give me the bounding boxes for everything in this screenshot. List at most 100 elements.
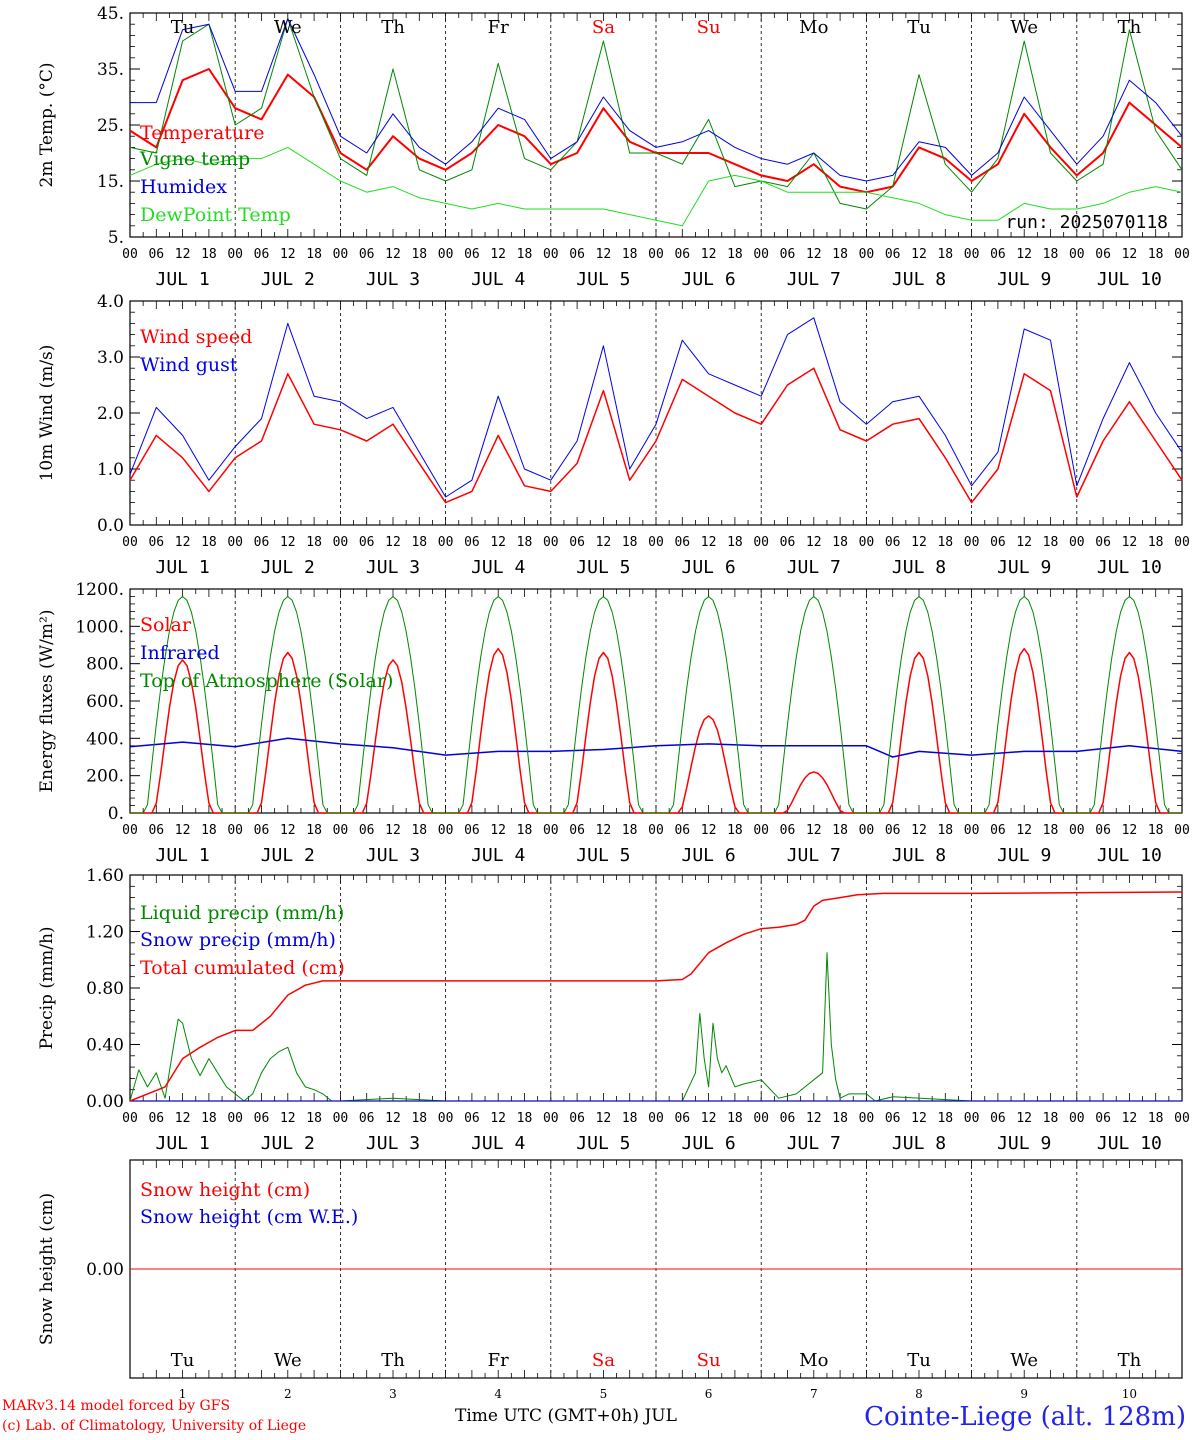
- weekday-label-bottom: Th: [381, 1350, 405, 1371]
- x-hour-label: 06: [464, 535, 480, 550]
- x-hour-label: 12: [596, 247, 612, 262]
- legend-entry: Infrared: [140, 642, 220, 664]
- x-hour-label: 12: [1122, 247, 1138, 262]
- x-day-label: JUL 8: [892, 269, 946, 290]
- x-hour-label: 00: [333, 823, 349, 838]
- x-hour-label: 18: [517, 247, 533, 262]
- legend-entry: Liquid precip (mm/h): [140, 902, 344, 924]
- x-hour-label: 18: [832, 1111, 848, 1126]
- x-hour-label: 06: [464, 1111, 480, 1126]
- weekday-label-top: We: [1010, 17, 1038, 38]
- x-axis-title: Time UTC (GMT+0h) JUL: [455, 1406, 677, 1426]
- x-day-label: JUL 3: [366, 269, 420, 290]
- x-hour-label: 00: [648, 823, 664, 838]
- x-hour-label: 12: [596, 1111, 612, 1126]
- y-tick-label: 4.0: [97, 292, 124, 312]
- x-hour-label: 00: [543, 1111, 559, 1126]
- x-hour-label: 12: [385, 823, 401, 838]
- x-hour-label: 18: [1043, 1111, 1059, 1126]
- y-tick-label: 1000.: [75, 617, 124, 637]
- x-day-label: JUL 4: [471, 845, 525, 866]
- y-tick-label: 1200.: [75, 580, 124, 600]
- x-hour-label: 00: [964, 1111, 980, 1126]
- y-tick-label: 200.: [86, 767, 124, 787]
- x-day-label: JUL 6: [682, 557, 736, 578]
- footer-model-credit: MARv3.14 model forced by GFS: [2, 1398, 231, 1414]
- x-hour-label: 12: [490, 247, 506, 262]
- weekday-label-bottom: Mo: [799, 1350, 828, 1371]
- x-hour-label: 06: [254, 535, 270, 550]
- x-hour-label: 18: [1148, 823, 1164, 838]
- x-hour-label: 00: [753, 247, 769, 262]
- x-hour-label: 12: [280, 247, 296, 262]
- x-hour-label: 12: [1016, 247, 1032, 262]
- x-hour-label: 12: [1122, 1111, 1138, 1126]
- x-day-label: JUL 3: [366, 1133, 420, 1154]
- x-hour-label: 12: [911, 247, 927, 262]
- x-hour-label: 18: [306, 247, 322, 262]
- x-day-label: JUL 7: [787, 1133, 841, 1154]
- x-hour-label: 12: [806, 535, 822, 550]
- y-tick-label: 400.: [86, 729, 124, 749]
- weekday-label-bottom: Sa: [592, 1350, 615, 1371]
- x-hour-label: 00: [543, 247, 559, 262]
- x-day-label: JUL 2: [261, 269, 315, 290]
- x-hour-label: 12: [701, 1111, 717, 1126]
- x-day-label: JUL 9: [997, 845, 1051, 866]
- x-hour-label: 18: [937, 535, 953, 550]
- x-hour-label: 12: [175, 823, 191, 838]
- x-hour-label: 00: [964, 535, 980, 550]
- x-hour-label: 00: [1069, 1111, 1085, 1126]
- x-hour-label: 12: [1122, 823, 1138, 838]
- x-hour-label: 18: [411, 247, 427, 262]
- x-hour-label: 00: [227, 823, 243, 838]
- x-hour-label: 06: [1095, 1111, 1111, 1126]
- x-hour-label: 00: [122, 535, 138, 550]
- x-hour-label: 06: [254, 1111, 270, 1126]
- x-hour-label: 18: [411, 535, 427, 550]
- x-hour-label: 00: [753, 823, 769, 838]
- x-day-label: JUL 8: [892, 845, 946, 866]
- x-hour-label: 00: [122, 823, 138, 838]
- weekday-label-top: Th: [1118, 17, 1142, 38]
- y-tick-label: 1.20: [86, 923, 124, 943]
- x-hour-label: 00: [122, 247, 138, 262]
- x-hour-label: 06: [990, 247, 1006, 262]
- x-hour-label: 18: [622, 247, 638, 262]
- weekday-label-top: Sa: [592, 17, 615, 38]
- y-axis-label: Energy fluxes (W/m²): [37, 610, 57, 793]
- x-hour-label: 18: [727, 823, 743, 838]
- x-hour-label: 18: [622, 1111, 638, 1126]
- x-hour-label: 12: [1016, 1111, 1032, 1126]
- x-hour-label: 06: [464, 247, 480, 262]
- weekday-label-top: Fr: [488, 17, 509, 38]
- x-hour-label: 00: [859, 1111, 875, 1126]
- run-label: run: 2025070118: [1005, 212, 1168, 233]
- x-hour-label: 00: [648, 535, 664, 550]
- x-day-label: JUL 8: [892, 1133, 946, 1154]
- legend-entry: Total cumulated (cm): [140, 957, 345, 979]
- x-hour-label: 00: [964, 823, 980, 838]
- x-hour-label: 18: [622, 823, 638, 838]
- y-tick-label: 0.00: [86, 1092, 124, 1112]
- x-day-label: JUL 4: [471, 269, 525, 290]
- x-hour-label: 12: [806, 823, 822, 838]
- x-hour-label: 18: [832, 247, 848, 262]
- panel-4: 0.00 0.40 0.80 1.20 1.60 Precip (mm/h) Liquid …: [37, 866, 1190, 1154]
- x-hour-label: 06: [885, 1111, 901, 1126]
- x-hour-label: 12: [175, 1111, 191, 1126]
- x-day-label: JUL 9: [997, 557, 1051, 578]
- x-day-label: JUL 10: [1097, 1133, 1162, 1154]
- x-hour-label: 00: [543, 535, 559, 550]
- x-hour-label: 12: [596, 823, 612, 838]
- x-hour-label: 18: [937, 247, 953, 262]
- x-hour-label: 12: [175, 247, 191, 262]
- x-hour-label: 06: [359, 1111, 375, 1126]
- x-hour-label: 00: [1174, 535, 1190, 550]
- weekday-label-bottom: Fr: [488, 1350, 509, 1371]
- weekday-label-top: Su: [697, 17, 721, 38]
- series-line: [129, 317, 1183, 498]
- x-day-label: JUL 5: [576, 845, 630, 866]
- x-hour-label: 06: [990, 535, 1006, 550]
- x-hour-label: 12: [280, 535, 296, 550]
